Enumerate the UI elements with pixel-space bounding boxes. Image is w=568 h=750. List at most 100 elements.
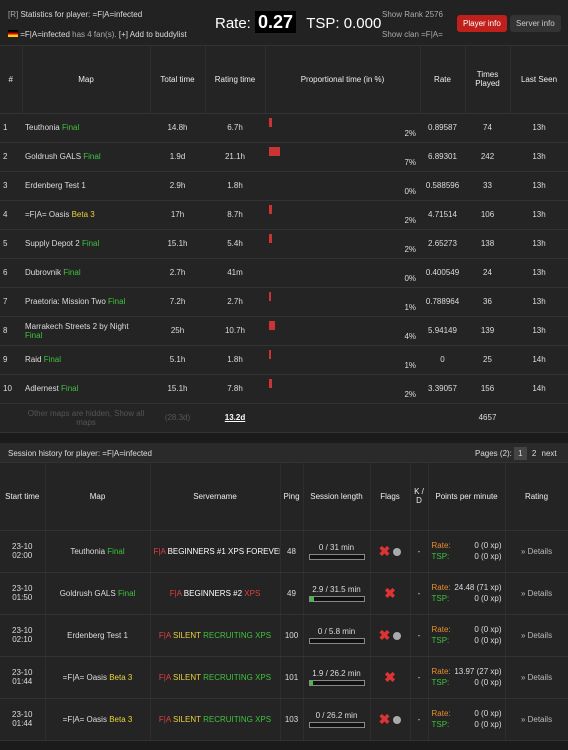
ping: 48 [280, 530, 304, 573]
map-row: 8 Marrakech Streets 2 by Night Final 25h 10… [0, 316, 568, 346]
details-link[interactable]: » Details [505, 656, 568, 699]
empty [265, 403, 420, 433]
rating-time: 21.1h [205, 142, 265, 172]
length-bar [308, 721, 365, 728]
map: Teuthonia Final [22, 113, 150, 143]
last-seen: 14h [510, 374, 568, 404]
rating-time: 5.4h [205, 229, 265, 259]
map-name: Dubrovnik [25, 268, 62, 277]
rate-line: Rate: 13.97 (27 xp) [432, 666, 502, 677]
kd: - [410, 614, 429, 657]
rank: 5 [0, 229, 22, 259]
column-header: Total time [150, 46, 206, 114]
server-part: RECRUITING XPS [203, 714, 272, 724]
column-header: Rating [505, 463, 568, 531]
times-played: 106 [465, 200, 510, 230]
rate-label: Rate: [431, 583, 451, 592]
proportion-label: 0% [404, 273, 416, 283]
proportion-label: 2% [404, 244, 416, 254]
flag-dot [393, 631, 402, 640]
server-part: SILENT [170, 714, 204, 724]
map-tag: Final [81, 239, 100, 248]
column-header: Servername [150, 463, 281, 531]
rank-link[interactable]: Show Rank 2576 [382, 10, 443, 19]
rate: 4.71514 [420, 200, 465, 230]
server-part: F|A [169, 588, 182, 598]
show-all[interactable]: Other maps are hidden, Show all maps [22, 403, 150, 433]
server-part: SILENT [170, 630, 204, 640]
map: =F|A= Oasis Beta 3 [45, 698, 151, 741]
rate-label: Rate: [431, 709, 451, 718]
page-link[interactable]: 1 [514, 447, 527, 460]
rank: 2 [0, 142, 22, 172]
server-part: BEGINNERS #2 [181, 588, 245, 598]
map-tag: Final [117, 588, 136, 598]
length-label: 1.9 / 26.2 min [312, 668, 361, 678]
rate-line: Rate: 0 (0 xp) [432, 708, 502, 719]
clan-link[interactable]: Show clan =F|A= [382, 30, 443, 39]
last-seen: 13h [510, 258, 568, 288]
player-info-button[interactable]: Player info [457, 15, 507, 32]
details-link[interactable]: » Details [505, 614, 568, 657]
rank: 1 [0, 113, 22, 143]
rate: 0.89587 [420, 113, 465, 143]
proportion-label: 7% [404, 157, 416, 167]
pager: Pages (2): 1 2 next [475, 447, 557, 460]
map-row: 4 =F|A= Oasis Beta 3 17h 8.7h 2% 4.71514 106 13… [0, 200, 568, 230]
times-played: 25 [465, 345, 510, 375]
details-link[interactable]: » Details [505, 698, 568, 741]
rate-label: Rate: [431, 625, 451, 634]
details-link[interactable]: » Details [505, 530, 568, 573]
ping: 103 [280, 698, 304, 741]
rate-line: Rate: 24.48 (71 xp) [432, 582, 502, 593]
session-row: 23-10 02:10 Erdenberg Test 1 F|A SILENT R… [0, 614, 568, 657]
flag-dot [393, 715, 402, 724]
session-header: Session history for player: =F|A=infecte… [0, 443, 568, 463]
server-info-button[interactable]: Server info [510, 15, 561, 32]
map-tag: Beta 3 [71, 210, 95, 219]
tsp-line: TSP: 0 (0 xp) [432, 677, 502, 688]
tsp-line: TSP: 0 (0 xp) [432, 635, 502, 646]
page-link[interactable]: 2 [531, 449, 537, 458]
map: Teuthonia Final [45, 530, 151, 573]
session-row: 23-10 02:00 Teuthonia Final F|A BEGINNERS … [0, 530, 568, 573]
buddy-link[interactable]: [+] Add to buddylist [118, 30, 187, 39]
map-name: Praetoria: Mission Two [25, 297, 106, 306]
total-time: 5.1h [150, 345, 205, 375]
total-sum: (28.3d) [150, 403, 205, 433]
map-name: Teuthonia [25, 123, 60, 132]
page-link[interactable]: next [541, 449, 557, 458]
map-row: 1 Teuthonia Final 14.8h 6.7h 2% 0.89587 74 13h [0, 113, 568, 143]
player: =F|A=infected [102, 449, 152, 458]
column-header: K / D [410, 463, 429, 531]
map: Raid Final [22, 345, 150, 375]
map-name: =F|A= Oasis [62, 672, 107, 682]
map-tag: Final [63, 268, 81, 277]
map-name: Goldrush GALS [25, 152, 82, 161]
server-part: F|A [158, 714, 171, 724]
points: Rate: 0 (0 xp) TSP: 0 (0 xp) [428, 698, 506, 741]
proportion-bar [269, 117, 272, 127]
times-played: 139 [465, 316, 510, 346]
last-seen: 13h [510, 200, 568, 230]
details-link[interactable]: » Details [505, 572, 568, 615]
map-tag: Final [108, 297, 126, 306]
map: Dubrovnik Final [22, 258, 150, 288]
map: Adlernest Final [22, 374, 150, 404]
rank: 9 [0, 345, 22, 375]
proportion: 4% [265, 316, 420, 346]
tsp: 0.000 [343, 15, 382, 32]
times-played: 33 [465, 171, 510, 201]
rating-time: 8.7h [205, 200, 265, 230]
map-tag: Final [61, 384, 79, 393]
proportion: 2% [265, 200, 420, 230]
column-header: Rate [420, 46, 466, 114]
last-seen: 14h [510, 345, 568, 375]
server-name: F|A SILENT RECRUITING XPS [150, 614, 281, 657]
column-header: Map [45, 463, 151, 531]
column-header: Map [22, 46, 151, 114]
rate-line: Rate: 0 (0 xp) [432, 624, 502, 635]
last-seen: 13h [510, 316, 568, 346]
length-label: 0 / 31 min [318, 542, 355, 552]
rank: 7 [0, 287, 22, 317]
